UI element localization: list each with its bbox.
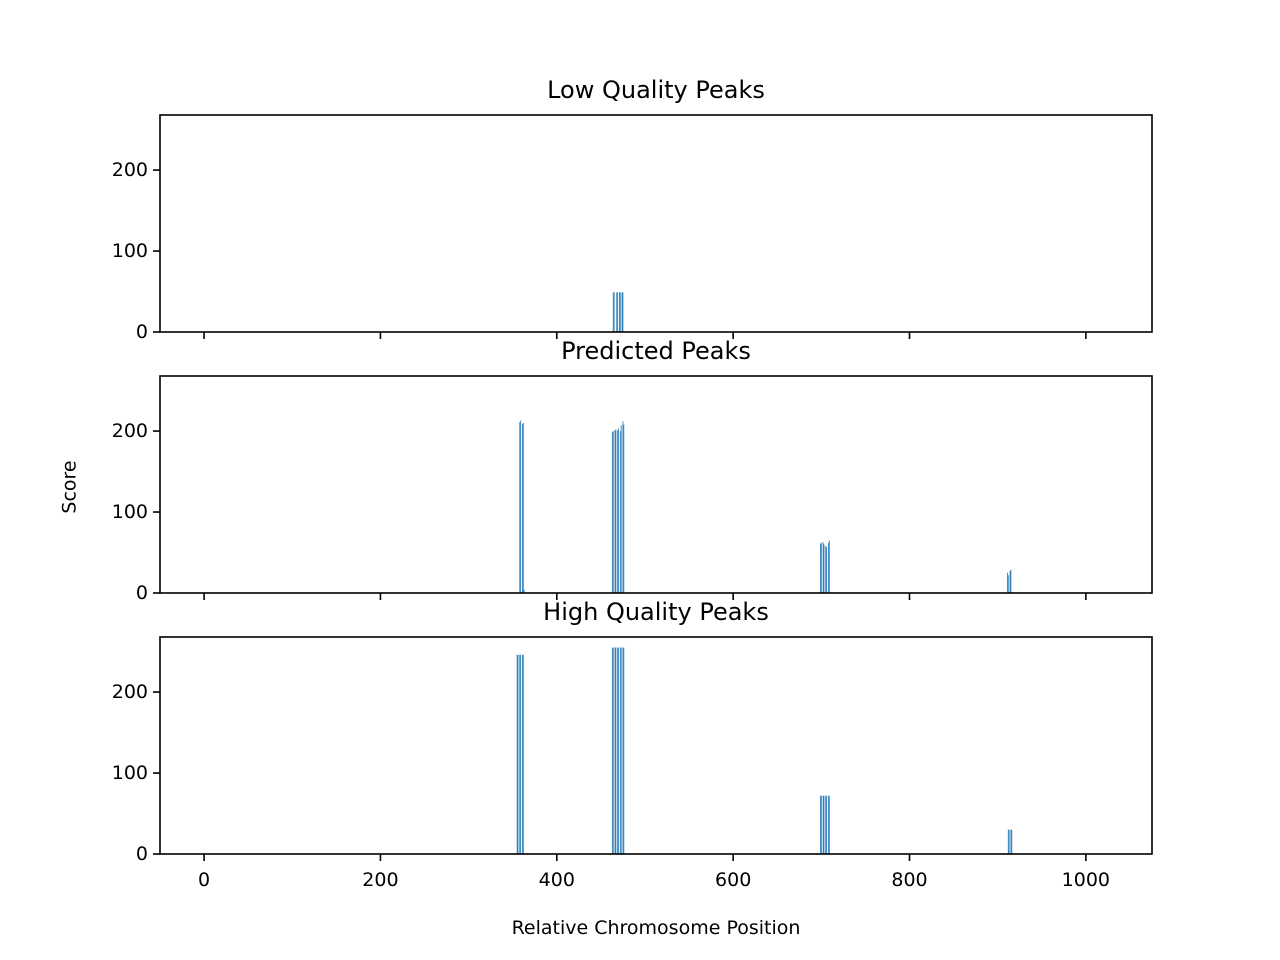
x-tick-label: 0 bbox=[198, 869, 210, 891]
x-tick-label: 400 bbox=[539, 869, 575, 891]
axes-frame bbox=[159, 636, 1153, 855]
bar bbox=[520, 420, 522, 593]
bar bbox=[1011, 829, 1013, 854]
y-tick-label: 200 bbox=[112, 420, 148, 442]
bar bbox=[1010, 829, 1012, 854]
y-tick-label: 200 bbox=[112, 681, 148, 703]
bar bbox=[823, 544, 825, 593]
bar bbox=[612, 431, 614, 593]
x-tick-label: 800 bbox=[891, 869, 927, 891]
bar bbox=[1009, 571, 1011, 593]
axes-frame bbox=[159, 375, 1153, 594]
y-tick-label: 100 bbox=[112, 762, 148, 784]
bar bbox=[828, 795, 830, 854]
bar bbox=[618, 428, 619, 593]
bar bbox=[619, 292, 621, 332]
bar bbox=[820, 795, 821, 854]
bar bbox=[617, 647, 619, 854]
bar bbox=[612, 647, 614, 854]
bar bbox=[623, 424, 625, 593]
bar bbox=[823, 795, 825, 854]
bar bbox=[618, 647, 619, 854]
bar bbox=[826, 795, 828, 854]
x-tick-label: 600 bbox=[715, 869, 751, 891]
bar bbox=[820, 795, 822, 854]
bar bbox=[1007, 829, 1009, 854]
bar bbox=[822, 541, 824, 593]
bar bbox=[622, 647, 624, 854]
y-tick-label: 0 bbox=[136, 582, 148, 604]
bar bbox=[623, 647, 625, 854]
y-tick-label: 0 bbox=[136, 321, 148, 343]
bar bbox=[827, 542, 829, 593]
bar bbox=[611, 647, 613, 854]
bar bbox=[620, 647, 622, 854]
bar bbox=[826, 546, 828, 593]
bar bbox=[825, 795, 827, 854]
bar bbox=[1008, 829, 1010, 854]
bar bbox=[822, 795, 824, 854]
bar bbox=[611, 431, 613, 593]
bar bbox=[619, 431, 621, 593]
bar bbox=[516, 654, 518, 854]
subplot-title: High Quality Peaks bbox=[543, 598, 769, 626]
bar bbox=[820, 542, 822, 593]
bar bbox=[619, 292, 620, 332]
bar bbox=[616, 292, 618, 332]
bar bbox=[1006, 572, 1008, 593]
bar bbox=[1010, 569, 1012, 593]
bar bbox=[617, 430, 619, 593]
x-tick-label: 1000 bbox=[1062, 869, 1110, 891]
y-tick-label: 0 bbox=[136, 843, 148, 865]
subplot-panels: 0 100 200 Low Quality Peaks 0 100 200 Predicted… bbox=[112, 76, 1153, 891]
bar bbox=[517, 654, 519, 854]
y-tick-label: 100 bbox=[112, 240, 148, 262]
subplot-1: 0 100 200 Low Quality Peaks bbox=[112, 76, 1153, 343]
bar bbox=[620, 425, 622, 593]
bar bbox=[522, 654, 523, 854]
bar bbox=[617, 292, 619, 332]
bar bbox=[519, 422, 521, 593]
bar bbox=[820, 543, 821, 593]
bar bbox=[619, 647, 621, 854]
bar bbox=[614, 430, 616, 593]
bar bbox=[523, 589, 525, 593]
bar bbox=[612, 292, 614, 332]
bar bbox=[622, 421, 624, 593]
bar bbox=[614, 647, 616, 854]
bar bbox=[520, 654, 522, 854]
x-axis-label: Relative Chromosome Position bbox=[512, 917, 801, 939]
bar bbox=[519, 654, 521, 854]
subplot-title: Low Quality Peaks bbox=[547, 76, 765, 104]
x-tick-label: 200 bbox=[362, 869, 398, 891]
y-tick-label: 200 bbox=[112, 159, 148, 181]
bar bbox=[615, 429, 617, 593]
bar bbox=[1007, 575, 1009, 593]
bar bbox=[522, 423, 523, 593]
y-axis-label: Score bbox=[59, 460, 81, 513]
axes-frame bbox=[159, 114, 1153, 333]
bar bbox=[522, 654, 524, 854]
bar bbox=[621, 292, 623, 332]
subplot-title: Predicted Peaks bbox=[561, 337, 751, 365]
bar bbox=[622, 292, 624, 332]
bar bbox=[827, 795, 829, 854]
bar bbox=[613, 292, 615, 332]
bar bbox=[828, 540, 830, 593]
subplot-3: 0 200 400 600 800 1000 0 100 200 High Quality Pea… bbox=[112, 598, 1153, 891]
y-tick-label: 100 bbox=[112, 501, 148, 523]
bar bbox=[825, 546, 827, 593]
bar bbox=[615, 647, 617, 854]
subplot-2: 0 100 200 Predicted Peaks bbox=[112, 337, 1153, 604]
bar bbox=[522, 422, 524, 593]
